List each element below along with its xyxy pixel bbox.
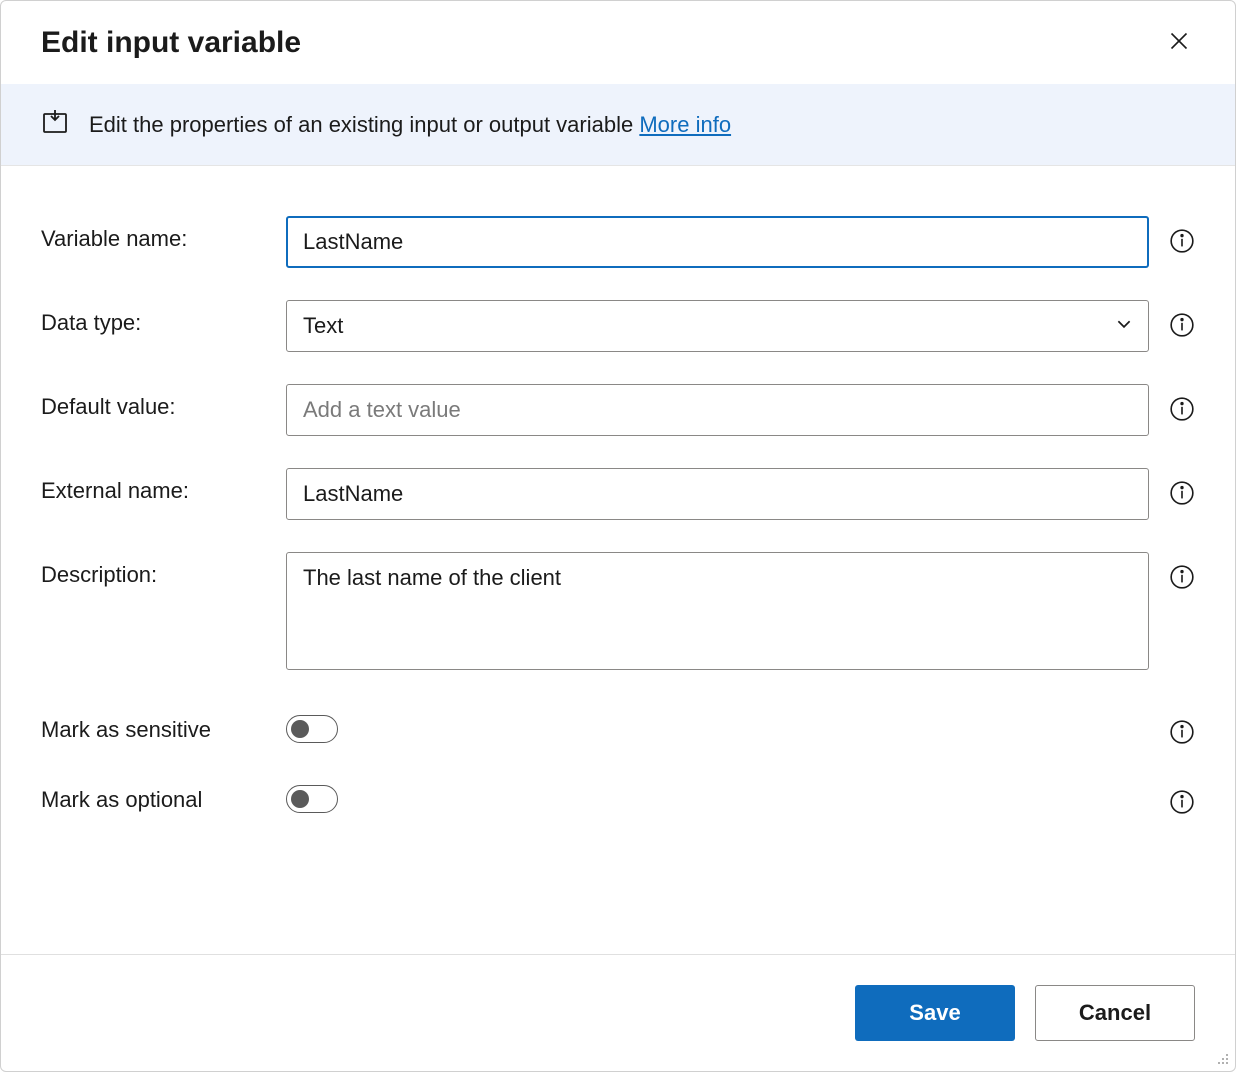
edit-variable-dialog: Edit input variable Edit the properties … — [0, 0, 1236, 1072]
close-button[interactable] — [1163, 25, 1195, 60]
more-info-link[interactable]: More info — [639, 112, 731, 137]
dialog-title: Edit input variable — [41, 26, 301, 60]
default-value-label: Default value: — [41, 384, 266, 420]
form-body: Variable name: Data type: — [1, 166, 1235, 954]
info-banner: Edit the properties of an existing input… — [1, 84, 1235, 166]
mark-optional-label: Mark as optional — [41, 777, 266, 813]
dialog-footer: Save Cancel — [1, 954, 1235, 1071]
variable-name-input[interactable] — [286, 216, 1149, 268]
variable-name-row: Variable name: — [41, 216, 1195, 268]
close-icon — [1169, 31, 1189, 54]
description-textarea[interactable]: The last name of the client — [286, 552, 1149, 670]
mark-sensitive-toggle[interactable] — [286, 715, 338, 743]
description-row: Description: The last name of the client — [41, 552, 1195, 675]
mark-sensitive-label: Mark as sensitive — [41, 707, 266, 743]
default-value-row: Default value: — [41, 384, 1195, 436]
info-icon[interactable] — [1169, 228, 1195, 254]
resize-grip-icon[interactable] — [1215, 1051, 1231, 1067]
external-name-row: External name: — [41, 468, 1195, 520]
data-type-label: Data type: — [41, 300, 266, 336]
info-icon[interactable] — [1169, 719, 1195, 745]
toggle-thumb — [291, 790, 309, 808]
cancel-button[interactable]: Cancel — [1035, 985, 1195, 1041]
info-icon[interactable] — [1169, 312, 1195, 338]
description-label: Description: — [41, 552, 266, 588]
variable-io-icon — [41, 108, 69, 141]
info-icon[interactable] — [1169, 789, 1195, 815]
external-name-input[interactable] — [286, 468, 1149, 520]
default-value-input[interactable] — [286, 384, 1149, 436]
toggle-thumb — [291, 720, 309, 738]
save-button[interactable]: Save — [855, 985, 1015, 1041]
dialog-header: Edit input variable — [1, 1, 1235, 84]
data-type-select[interactable] — [286, 300, 1149, 352]
variable-name-label: Variable name: — [41, 216, 266, 252]
external-name-label: External name: — [41, 468, 266, 504]
info-icon[interactable] — [1169, 564, 1195, 590]
info-icon[interactable] — [1169, 396, 1195, 422]
info-icon[interactable] — [1169, 480, 1195, 506]
mark-optional-row: Mark as optional — [41, 777, 1195, 815]
banner-text: Edit the properties of an existing input… — [89, 112, 731, 138]
mark-optional-toggle[interactable] — [286, 785, 338, 813]
mark-sensitive-row: Mark as sensitive — [41, 707, 1195, 745]
data-type-row: Data type: — [41, 300, 1195, 352]
